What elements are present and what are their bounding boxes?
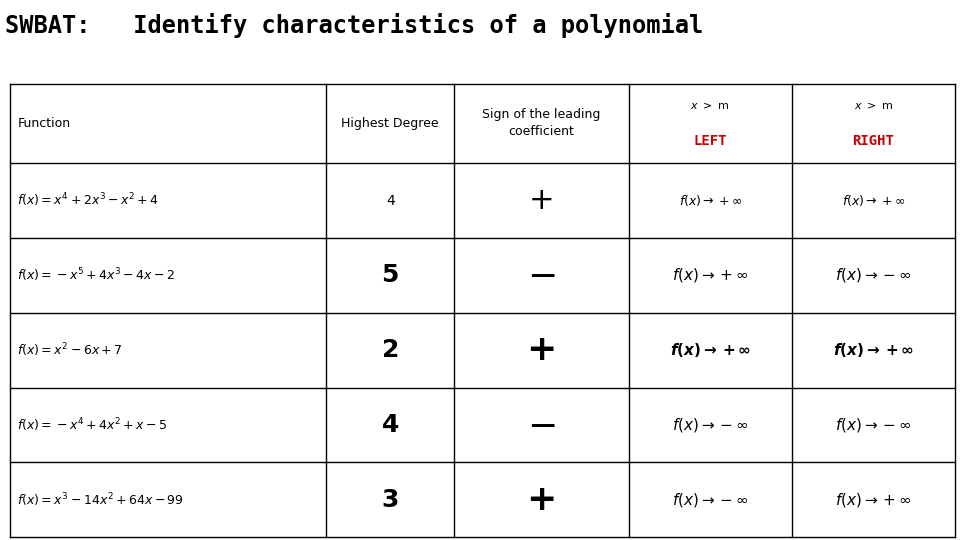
Text: $x\ \mathsf{>}\ \mathsf{m}$: $x\ \mathsf{>}\ \mathsf{m}$ bbox=[853, 100, 893, 111]
Text: $f(x)\rightarrow +\infty$: $f(x)\rightarrow +\infty$ bbox=[835, 491, 912, 509]
Text: 2: 2 bbox=[381, 338, 399, 362]
Text: $f(x)\rightarrow +\infty$: $f(x)\rightarrow +\infty$ bbox=[679, 193, 742, 208]
Text: $f(x)\rightarrow -\infty$: $f(x)\rightarrow -\infty$ bbox=[835, 266, 912, 285]
Text: $\boldsymbol{f(x)\rightarrow +\infty}$: $\boldsymbol{f(x)\rightarrow +\infty}$ bbox=[833, 341, 914, 359]
Text: 4: 4 bbox=[381, 413, 399, 437]
Text: 5: 5 bbox=[381, 264, 399, 287]
Text: $f(x)=x^3-14x^2+64x-99$: $f(x)=x^3-14x^2+64x-99$ bbox=[17, 491, 184, 509]
Text: 4: 4 bbox=[386, 193, 395, 207]
Text: $f(x)=-x^5+4x^3-4x-2$: $f(x)=-x^5+4x^3-4x-2$ bbox=[17, 267, 176, 284]
Text: $f(x)=-x^4+4x^2+x-5$: $f(x)=-x^4+4x^2+x-5$ bbox=[17, 416, 168, 434]
Text: $f(x)\rightarrow -\infty$: $f(x)\rightarrow -\infty$ bbox=[835, 416, 912, 434]
Text: +: + bbox=[529, 186, 554, 215]
Text: SWBAT:   Identify characteristics of a polynomial: SWBAT: Identify characteristics of a pol… bbox=[5, 14, 703, 38]
Text: $f(x)\rightarrow -\infty$: $f(x)\rightarrow -\infty$ bbox=[672, 491, 749, 509]
Text: $\boldsymbol{f(x)\rightarrow +\infty}$: $\boldsymbol{f(x)\rightarrow +\infty}$ bbox=[670, 341, 751, 359]
Text: LEFT: LEFT bbox=[693, 134, 727, 148]
Text: RIGHT: RIGHT bbox=[852, 134, 895, 148]
Text: $f(x)=x^4+2x^3-x^2+4$: $f(x)=x^4+2x^3-x^2+4$ bbox=[17, 192, 159, 210]
Text: $-$: $-$ bbox=[527, 258, 556, 292]
Text: Function: Function bbox=[17, 117, 70, 130]
Text: +: + bbox=[526, 483, 557, 517]
Text: $-$: $-$ bbox=[527, 408, 556, 442]
Text: +: + bbox=[526, 333, 557, 367]
Text: $x\ \mathsf{>}\ \mathsf{m}$: $x\ \mathsf{>}\ \mathsf{m}$ bbox=[690, 100, 731, 111]
Text: Highest Degree: Highest Degree bbox=[342, 117, 439, 130]
Text: $f(x)=x^2-6x+7$: $f(x)=x^2-6x+7$ bbox=[17, 341, 123, 359]
Text: 3: 3 bbox=[381, 488, 399, 512]
Text: $f(x)\rightarrow +\infty$: $f(x)\rightarrow +\infty$ bbox=[842, 193, 905, 208]
Text: $f(x)\rightarrow -\infty$: $f(x)\rightarrow -\infty$ bbox=[672, 416, 749, 434]
Text: $f(x)\rightarrow +\infty$: $f(x)\rightarrow +\infty$ bbox=[672, 266, 749, 285]
Text: Sign of the leading
coefficient: Sign of the leading coefficient bbox=[482, 109, 601, 138]
